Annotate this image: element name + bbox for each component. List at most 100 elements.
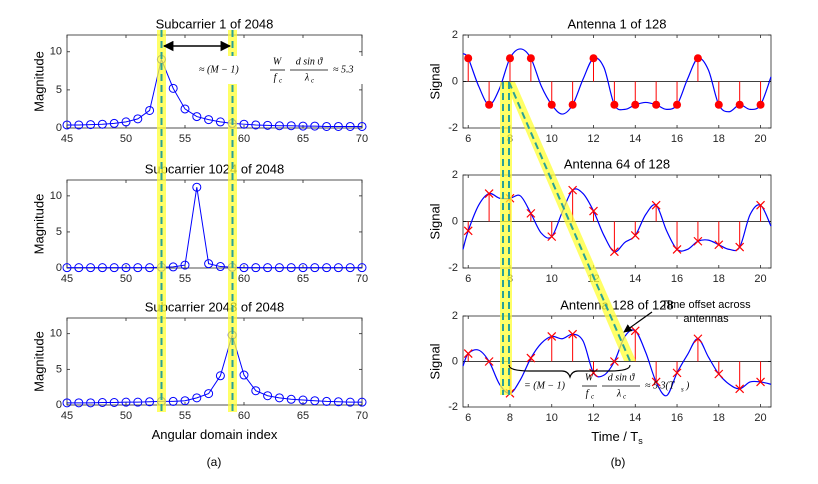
y-axis-label: Magnitude	[31, 331, 46, 392]
data-point	[180, 396, 190, 406]
chart-title: Subcarrier 2048 of 2048	[145, 299, 284, 314]
x-tick-label: 45	[61, 410, 73, 422]
x-tick-label: 10	[546, 133, 558, 145]
stem-marker	[756, 377, 765, 387]
data-point	[109, 118, 119, 128]
data-point	[274, 393, 284, 403]
data-point	[274, 263, 284, 273]
stem-marker	[464, 54, 473, 63]
y-tick-label: 5	[56, 84, 62, 96]
annotation: antennas	[683, 313, 729, 325]
stem-marker	[589, 368, 598, 378]
x-tick-label: 16	[671, 412, 683, 424]
data-point	[263, 391, 273, 401]
eq-text: ≈ (M − 1)	[199, 64, 239, 75]
y-tick-label: 5	[56, 363, 62, 375]
y-tick-label: 0	[56, 399, 62, 411]
data-point	[357, 263, 367, 273]
y-tick-label: 2	[452, 29, 458, 41]
eq-text: = (M − 1)	[524, 380, 566, 391]
overlays	[157, 30, 653, 412]
data-point	[215, 117, 225, 127]
stem-marker	[589, 206, 598, 216]
stem-marker	[714, 369, 724, 379]
stem-marker	[693, 236, 703, 246]
y-axis-label: Signal	[427, 343, 442, 379]
data-point	[215, 262, 225, 272]
y-tick-label: 2	[452, 169, 458, 181]
eq-text: d sin ϑ	[608, 372, 636, 383]
data-point	[133, 263, 143, 273]
data-point	[345, 121, 355, 131]
data-point	[357, 121, 367, 131]
stem-marker	[609, 247, 619, 257]
data-point	[239, 370, 249, 380]
x-tick-label: 70	[356, 273, 368, 285]
x-tick-label: 70	[356, 410, 368, 422]
x-tick-label: 14	[629, 133, 641, 145]
x-tick-label: 50	[120, 273, 132, 285]
x-tick-label: 10	[546, 412, 558, 424]
x-tick-label: 60	[238, 273, 250, 285]
x-axis-label: Angular domain index	[152, 427, 278, 442]
data-point	[86, 263, 96, 273]
data-point	[333, 263, 343, 273]
x-tick-label: 18	[713, 273, 725, 285]
data-point	[97, 119, 107, 129]
x-tick-label: 8	[507, 412, 513, 424]
data-point	[322, 263, 332, 273]
eq-text: f	[586, 388, 590, 399]
stem-marker	[485, 100, 494, 109]
data-point	[298, 263, 308, 273]
data-point	[121, 397, 131, 407]
data-point	[109, 263, 119, 273]
plot-area	[66, 179, 363, 269]
x-tick-label: 20	[754, 273, 766, 285]
stem-marker	[693, 54, 702, 63]
x-tick-label: 55	[179, 410, 191, 422]
data-point	[298, 121, 308, 131]
eq-text: c	[311, 77, 315, 85]
data-point	[168, 396, 178, 406]
x-tick-label: 60	[238, 133, 250, 145]
data-point	[263, 120, 273, 130]
data-point	[239, 119, 249, 129]
data-point	[357, 397, 367, 407]
eq-text: c	[279, 77, 283, 85]
data-point	[251, 386, 261, 396]
stem-marker	[610, 100, 619, 109]
data-point	[298, 395, 308, 405]
stem-marker	[630, 231, 640, 240]
stem-marker	[756, 200, 765, 210]
stem-marker	[672, 244, 682, 254]
eq-text: c	[591, 393, 595, 401]
stem-marker	[673, 100, 682, 109]
data-point	[204, 259, 214, 269]
data-point	[62, 263, 72, 273]
stem-marker	[547, 332, 557, 341]
data-point	[86, 120, 96, 130]
data-point	[74, 120, 84, 130]
brace	[508, 364, 631, 379]
x-tick-label: 6	[465, 133, 471, 145]
stem-marker	[484, 357, 494, 366]
data-point	[251, 120, 261, 130]
plot-area	[66, 317, 363, 406]
stem-marker	[547, 232, 557, 242]
x-tick-label: 10	[546, 273, 558, 285]
stem-marker	[526, 353, 536, 363]
stem-marker	[651, 200, 661, 210]
dashed-line	[508, 81, 631, 362]
data-point	[192, 112, 202, 122]
stem-marker	[714, 100, 723, 109]
data-point	[145, 105, 155, 115]
x-tick-label: 18	[713, 412, 725, 424]
eq-text: W	[585, 372, 595, 383]
x-tick-label: 6	[465, 273, 471, 285]
eq-text: c	[623, 393, 627, 401]
data-point	[62, 398, 72, 408]
stem-marker	[547, 100, 556, 109]
y-tick-label: 0	[56, 262, 62, 274]
data-point	[310, 263, 320, 273]
data-point	[180, 260, 190, 270]
